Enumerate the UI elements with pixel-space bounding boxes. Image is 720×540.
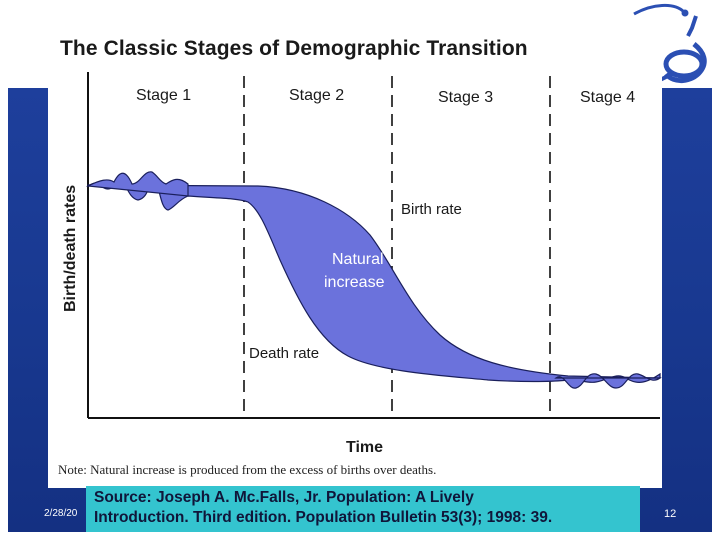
source-line-1: Source: Joseph A. Mc.Falls, Jr. Populati… — [94, 489, 474, 506]
demographic-transition-chart: Stage 1 Stage 2 Stage 3 Stage 4 Birth/de… — [62, 72, 662, 456]
y-axis-label: Birth/death rates — [62, 185, 79, 312]
stage1-fluctuation — [85, 171, 189, 197]
source-line-2: Introduction. Third edition. Population … — [94, 509, 553, 526]
stethoscope-logo-icon — [633, 4, 707, 83]
slide-date: 2/28/20 — [44, 508, 78, 519]
death-rate-label: Death rate — [249, 345, 319, 362]
stage-4-label: Stage 4 — [580, 89, 635, 106]
stage-1-label: Stage 1 — [136, 87, 191, 104]
natural-increase-label-line1: Natural — [332, 251, 384, 268]
stage4-fluctuation — [554, 373, 662, 389]
page-number: 12 — [664, 508, 677, 520]
figure-title: The Classic Stages of Demographic Transi… — [60, 37, 528, 60]
birth-rate-label: Birth rate — [401, 201, 462, 218]
source-citation: Source: Joseph A. Mc.Falls, Jr. Populati… — [86, 486, 640, 532]
natural-increase-label-line2: increase — [324, 274, 385, 291]
stage-2-label: Stage 2 — [289, 87, 344, 104]
figure-note: Note: Natural increase is produced from … — [58, 462, 437, 477]
stage-3-label: Stage 3 — [438, 89, 493, 106]
natural-increase-area — [87, 176, 661, 384]
x-axis-label: Time — [346, 439, 383, 456]
